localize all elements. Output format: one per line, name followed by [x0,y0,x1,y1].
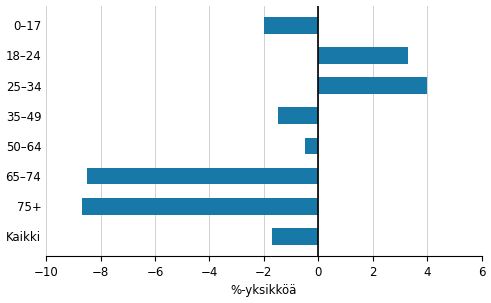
Bar [87,168,318,185]
Bar [272,228,318,245]
Bar [305,138,318,154]
Bar [277,108,318,124]
X-axis label: %-yksikköä: %-yksikköä [231,285,297,298]
Bar [82,198,318,215]
Bar [318,77,427,94]
Bar [264,17,318,34]
Bar [318,47,408,64]
